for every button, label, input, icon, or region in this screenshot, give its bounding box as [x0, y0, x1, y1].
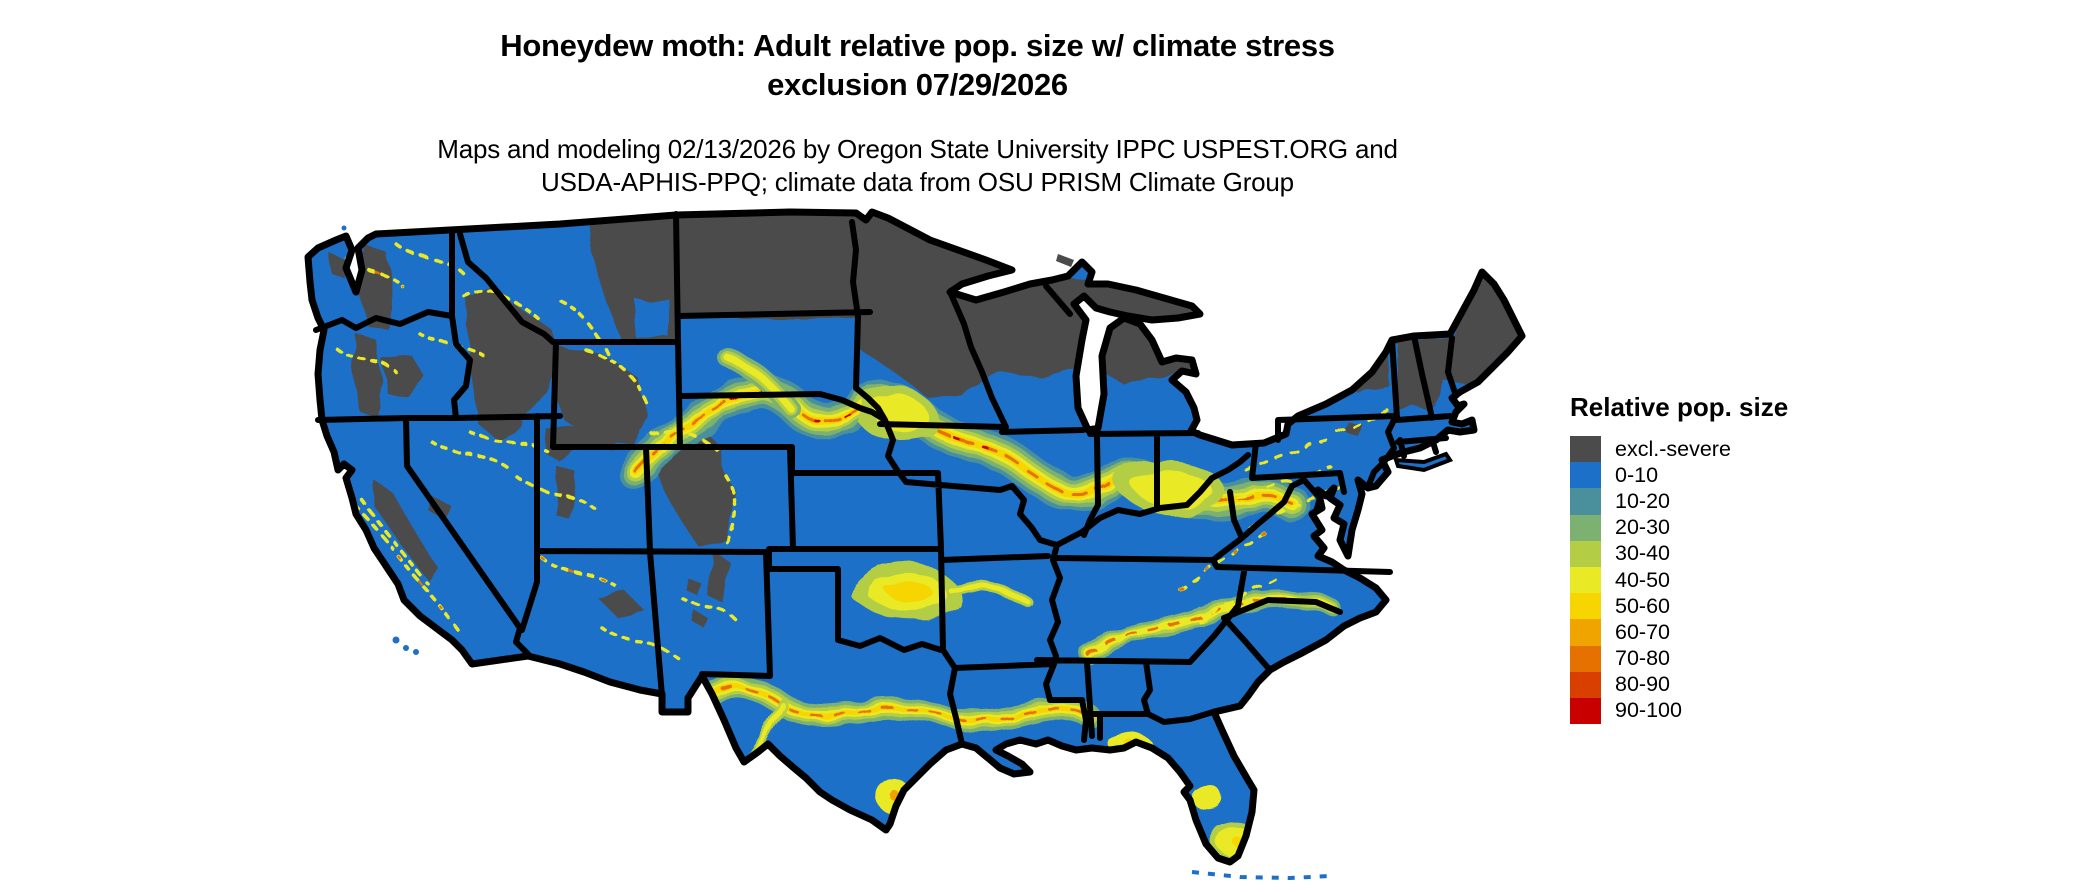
map-title-line1: Honeydew moth: Adult relative pop. size …	[500, 28, 1335, 63]
florida-keys	[1191, 870, 1331, 881]
legend-swatch	[1570, 566, 1601, 594]
map-subtitle: Maps and modeling 02/13/2026 by Oregon S…	[0, 133, 1835, 199]
legend-item-10-20: 10-20	[1570, 488, 1788, 515]
legend-item-30-40: 30-40	[1570, 540, 1788, 567]
legend-label: excl.-severe	[1615, 436, 1731, 461]
legend-item-excl-severe: excl.-severe	[1570, 436, 1788, 463]
legend-label: 10-20	[1615, 488, 1670, 513]
legend-label: 0-10	[1615, 462, 1659, 487]
long-island	[1393, 451, 1454, 473]
legend-item-20-30: 20-30	[1570, 514, 1788, 541]
legend-swatch	[1570, 462, 1601, 489]
islands	[341, 225, 1454, 881]
legend-swatch	[1570, 540, 1601, 567]
legend-swatch	[1570, 619, 1601, 646]
legend-items: excl.-severe 0-10 10-20 20-30 30-40 40-5…	[1570, 436, 1788, 725]
legend-item-50-60: 50-60	[1570, 593, 1788, 620]
legend-item-80-90: 80-90	[1570, 671, 1788, 698]
legend-label: 80-90	[1615, 672, 1670, 697]
map-subtitle-line1: Maps and modeling 02/13/2026 by Oregon S…	[437, 134, 1398, 164]
state-borders	[313, 211, 1459, 747]
legend-item-0-10: 0-10	[1570, 462, 1788, 489]
map-subtitle-line2: USDA-APHIS-PPQ; climate data from OSU PR…	[541, 167, 1294, 197]
legend-label: 40-50	[1615, 567, 1670, 592]
legend: Relative pop. size excl.-severe 0-10 10-…	[1570, 392, 1789, 725]
legend-swatch	[1570, 593, 1601, 620]
legend-label: 50-60	[1615, 593, 1670, 618]
legend-title: Relative pop. size	[1570, 392, 1789, 422]
legend-label: 70-80	[1615, 646, 1670, 671]
legend-swatch	[1570, 645, 1601, 672]
heading: Honeydew moth: Adult relative pop. size …	[0, 26, 1835, 199]
legend-swatch	[1570, 514, 1601, 541]
legend-item-70-80: 70-80	[1570, 645, 1788, 672]
isle-royale	[1056, 254, 1074, 267]
legend-swatch	[1570, 488, 1601, 515]
speckle-hotspots	[344, 256, 1270, 632]
legend-item-90-100: 90-100	[1570, 697, 1788, 725]
population-band-blobs	[849, 385, 1226, 620]
legend-label: 30-40	[1615, 541, 1670, 566]
legend-item-60-70: 60-70	[1570, 619, 1788, 646]
legend-swatch	[1570, 697, 1601, 725]
legend-swatch	[1570, 436, 1601, 463]
legend-label: 90-100	[1615, 698, 1682, 723]
legend-label: 60-70	[1615, 619, 1670, 644]
legend-item-40-50: 40-50	[1570, 566, 1788, 594]
legend-label: 20-30	[1615, 515, 1670, 540]
legend-swatch	[1570, 671, 1601, 698]
map-title-line2: exclusion 07/29/2026	[767, 67, 1068, 102]
